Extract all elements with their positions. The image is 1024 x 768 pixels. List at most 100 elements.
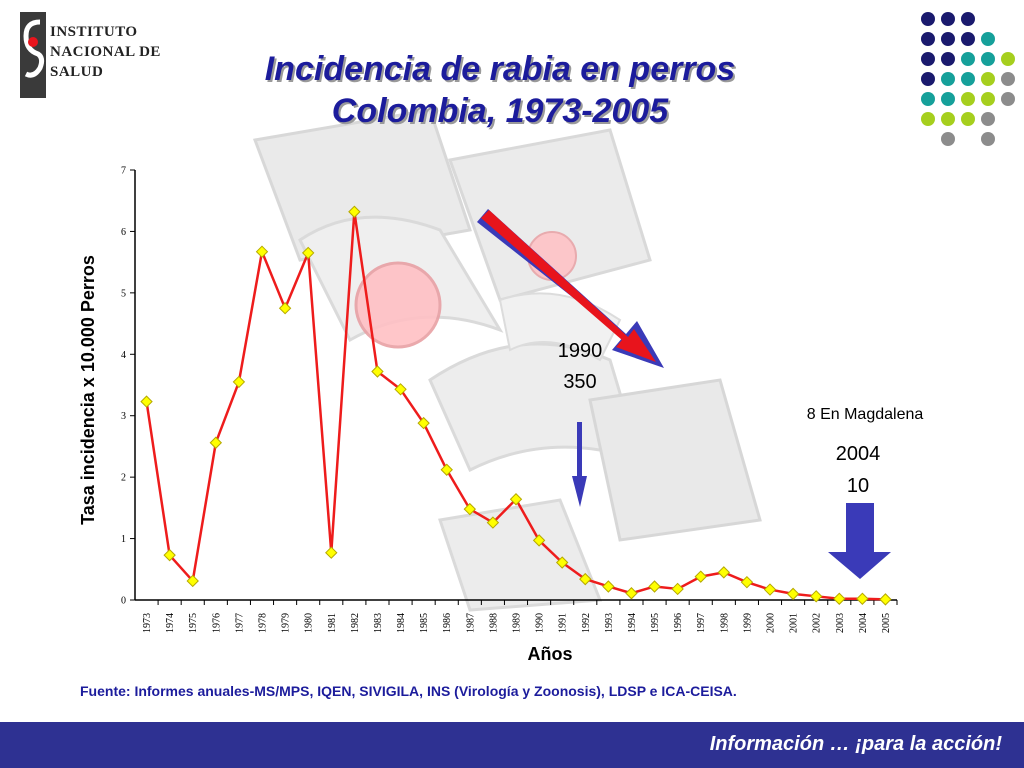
x-tick-label: 1976 — [211, 613, 222, 633]
decorative-dots — [921, 12, 1015, 146]
data-point-marker — [255, 245, 269, 258]
x-tick-label: 2005 — [881, 613, 892, 633]
data-point-marker — [555, 556, 569, 569]
data-point-marker — [833, 592, 846, 605]
ins-logo-icon — [20, 12, 46, 98]
data-point-marker — [509, 493, 523, 506]
x-tick-label: 1979 — [281, 613, 292, 633]
x-tick-label: 1991 — [558, 613, 569, 633]
x-tick-label: 1984 — [396, 613, 407, 633]
data-point-marker — [325, 546, 338, 559]
data-point-marker — [740, 575, 754, 589]
blue-arrow-shaft — [846, 503, 874, 555]
data-point-marker — [671, 582, 684, 596]
x-tick-label: 1983 — [373, 613, 384, 633]
y-tick-label: 1 — [121, 534, 126, 545]
footer-slogan: Información … ¡para la acción! — [709, 733, 1002, 755]
y-tick-label: 3 — [121, 411, 126, 422]
data-point-marker — [371, 365, 384, 378]
slide-title: Incidencia de rabia en perros Colombia, … — [200, 48, 800, 132]
x-tick-label: 1977 — [234, 613, 245, 633]
red-arrow-icon — [481, 210, 656, 362]
data-point-marker — [163, 548, 176, 562]
decorative-dot — [921, 112, 935, 126]
decorative-dot — [941, 72, 955, 86]
annotation-2004-value: 10 — [846, 475, 870, 497]
thin-blue-arrow-icon — [572, 476, 587, 507]
title-line-1: Incidencia de rabia en perros — [264, 50, 736, 88]
decorative-dot — [1001, 92, 1015, 106]
decorative-dot — [961, 32, 975, 46]
data-point-marker — [486, 516, 500, 529]
decorative-dot — [941, 92, 955, 106]
footer-bar: Información … ¡para la acción! — [0, 722, 1024, 768]
decorative-dot — [981, 32, 995, 46]
x-tick-label: 1978 — [258, 613, 269, 633]
decorative-dot — [921, 32, 935, 46]
decorative-dot — [941, 132, 955, 146]
x-tick-label: 1995 — [650, 613, 661, 633]
data-point-marker — [394, 383, 407, 396]
data-point-marker — [186, 574, 199, 588]
data-point-marker — [278, 302, 292, 315]
decorative-dot — [961, 112, 975, 126]
x-tick-label: 2004 — [858, 613, 869, 633]
data-point-marker — [602, 580, 615, 593]
y-tick-label: 5 — [121, 288, 126, 299]
title-line-2: Colombia, 1973-2005 — [331, 92, 669, 130]
x-axis-label: Años — [527, 644, 573, 664]
annotation-magdalena: 8 En Magdalena — [806, 406, 924, 423]
decorative-dot — [941, 52, 955, 66]
decorative-dot — [981, 72, 995, 86]
logo-text-line1: INSTITUTO — [50, 24, 138, 40]
annotation-1990-value: 350 — [563, 371, 597, 393]
x-tick-label: 1988 — [488, 613, 499, 633]
x-tick-label: 1982 — [350, 613, 361, 633]
decorative-dot — [941, 32, 955, 46]
data-point-marker — [809, 590, 823, 603]
data-point-marker — [717, 566, 731, 579]
x-tick-label: 1985 — [419, 613, 430, 633]
data-point-marker — [463, 502, 477, 516]
decorative-dot — [961, 52, 975, 66]
source-note: Fuente: Informes anuales-MS/MPS, IQEN, S… — [80, 683, 737, 699]
decorative-dot — [941, 12, 955, 26]
x-tick-label: 1999 — [742, 613, 753, 633]
decorative-dot — [981, 112, 995, 126]
x-tick-label: 1994 — [627, 613, 638, 633]
x-tick-label: 1980 — [304, 613, 315, 633]
x-tick-label: 1992 — [581, 613, 592, 633]
data-point-marker — [694, 570, 707, 583]
annotation-1990-year: 1990 — [557, 340, 603, 362]
x-tick-label: 1973 — [142, 613, 153, 633]
y-tick-label: 4 — [121, 350, 126, 361]
y-tick-label: 7 — [121, 166, 126, 177]
decorative-dot — [921, 12, 935, 26]
decorative-dot — [961, 72, 975, 86]
x-tick-label: 1998 — [719, 613, 730, 633]
x-tick-label: 1990 — [535, 613, 546, 633]
x-tick-label: 2000 — [766, 613, 777, 633]
blue-arrow-icon — [828, 552, 891, 579]
x-tick-label: 1986 — [442, 613, 453, 633]
data-point-marker — [301, 246, 315, 260]
chart-axes — [134, 170, 897, 601]
data-point-marker — [140, 395, 153, 408]
x-tick-label: 2002 — [812, 613, 823, 633]
annotation-2004-year: 2004 — [835, 443, 881, 465]
decorative-dot — [921, 72, 935, 86]
chart-series — [140, 205, 892, 606]
decorative-dot — [941, 112, 955, 126]
y-tick-label: 2 — [121, 473, 126, 484]
x-tick-label: 2003 — [835, 613, 846, 633]
data-point-marker — [532, 534, 546, 547]
decorative-dot — [981, 92, 995, 106]
data-point-marker — [348, 205, 361, 218]
decorative-dot — [981, 132, 995, 146]
data-point-marker — [625, 587, 638, 600]
x-tick-label: 1987 — [465, 613, 476, 633]
data-point-marker — [856, 592, 869, 605]
data-point-marker — [232, 375, 246, 389]
